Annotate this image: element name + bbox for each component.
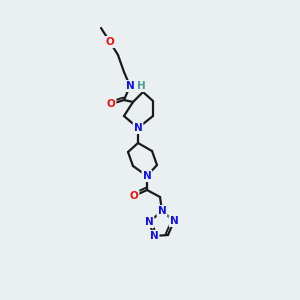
- Text: O: O: [106, 99, 116, 109]
- Text: N: N: [134, 123, 142, 133]
- Text: N: N: [145, 217, 153, 227]
- Text: N: N: [126, 81, 134, 91]
- Text: N: N: [150, 231, 158, 241]
- Text: N: N: [169, 216, 178, 226]
- Text: H: H: [136, 81, 146, 91]
- Text: O: O: [106, 37, 114, 47]
- Text: N: N: [142, 171, 152, 181]
- Text: O: O: [130, 191, 138, 201]
- Text: N: N: [158, 206, 166, 216]
